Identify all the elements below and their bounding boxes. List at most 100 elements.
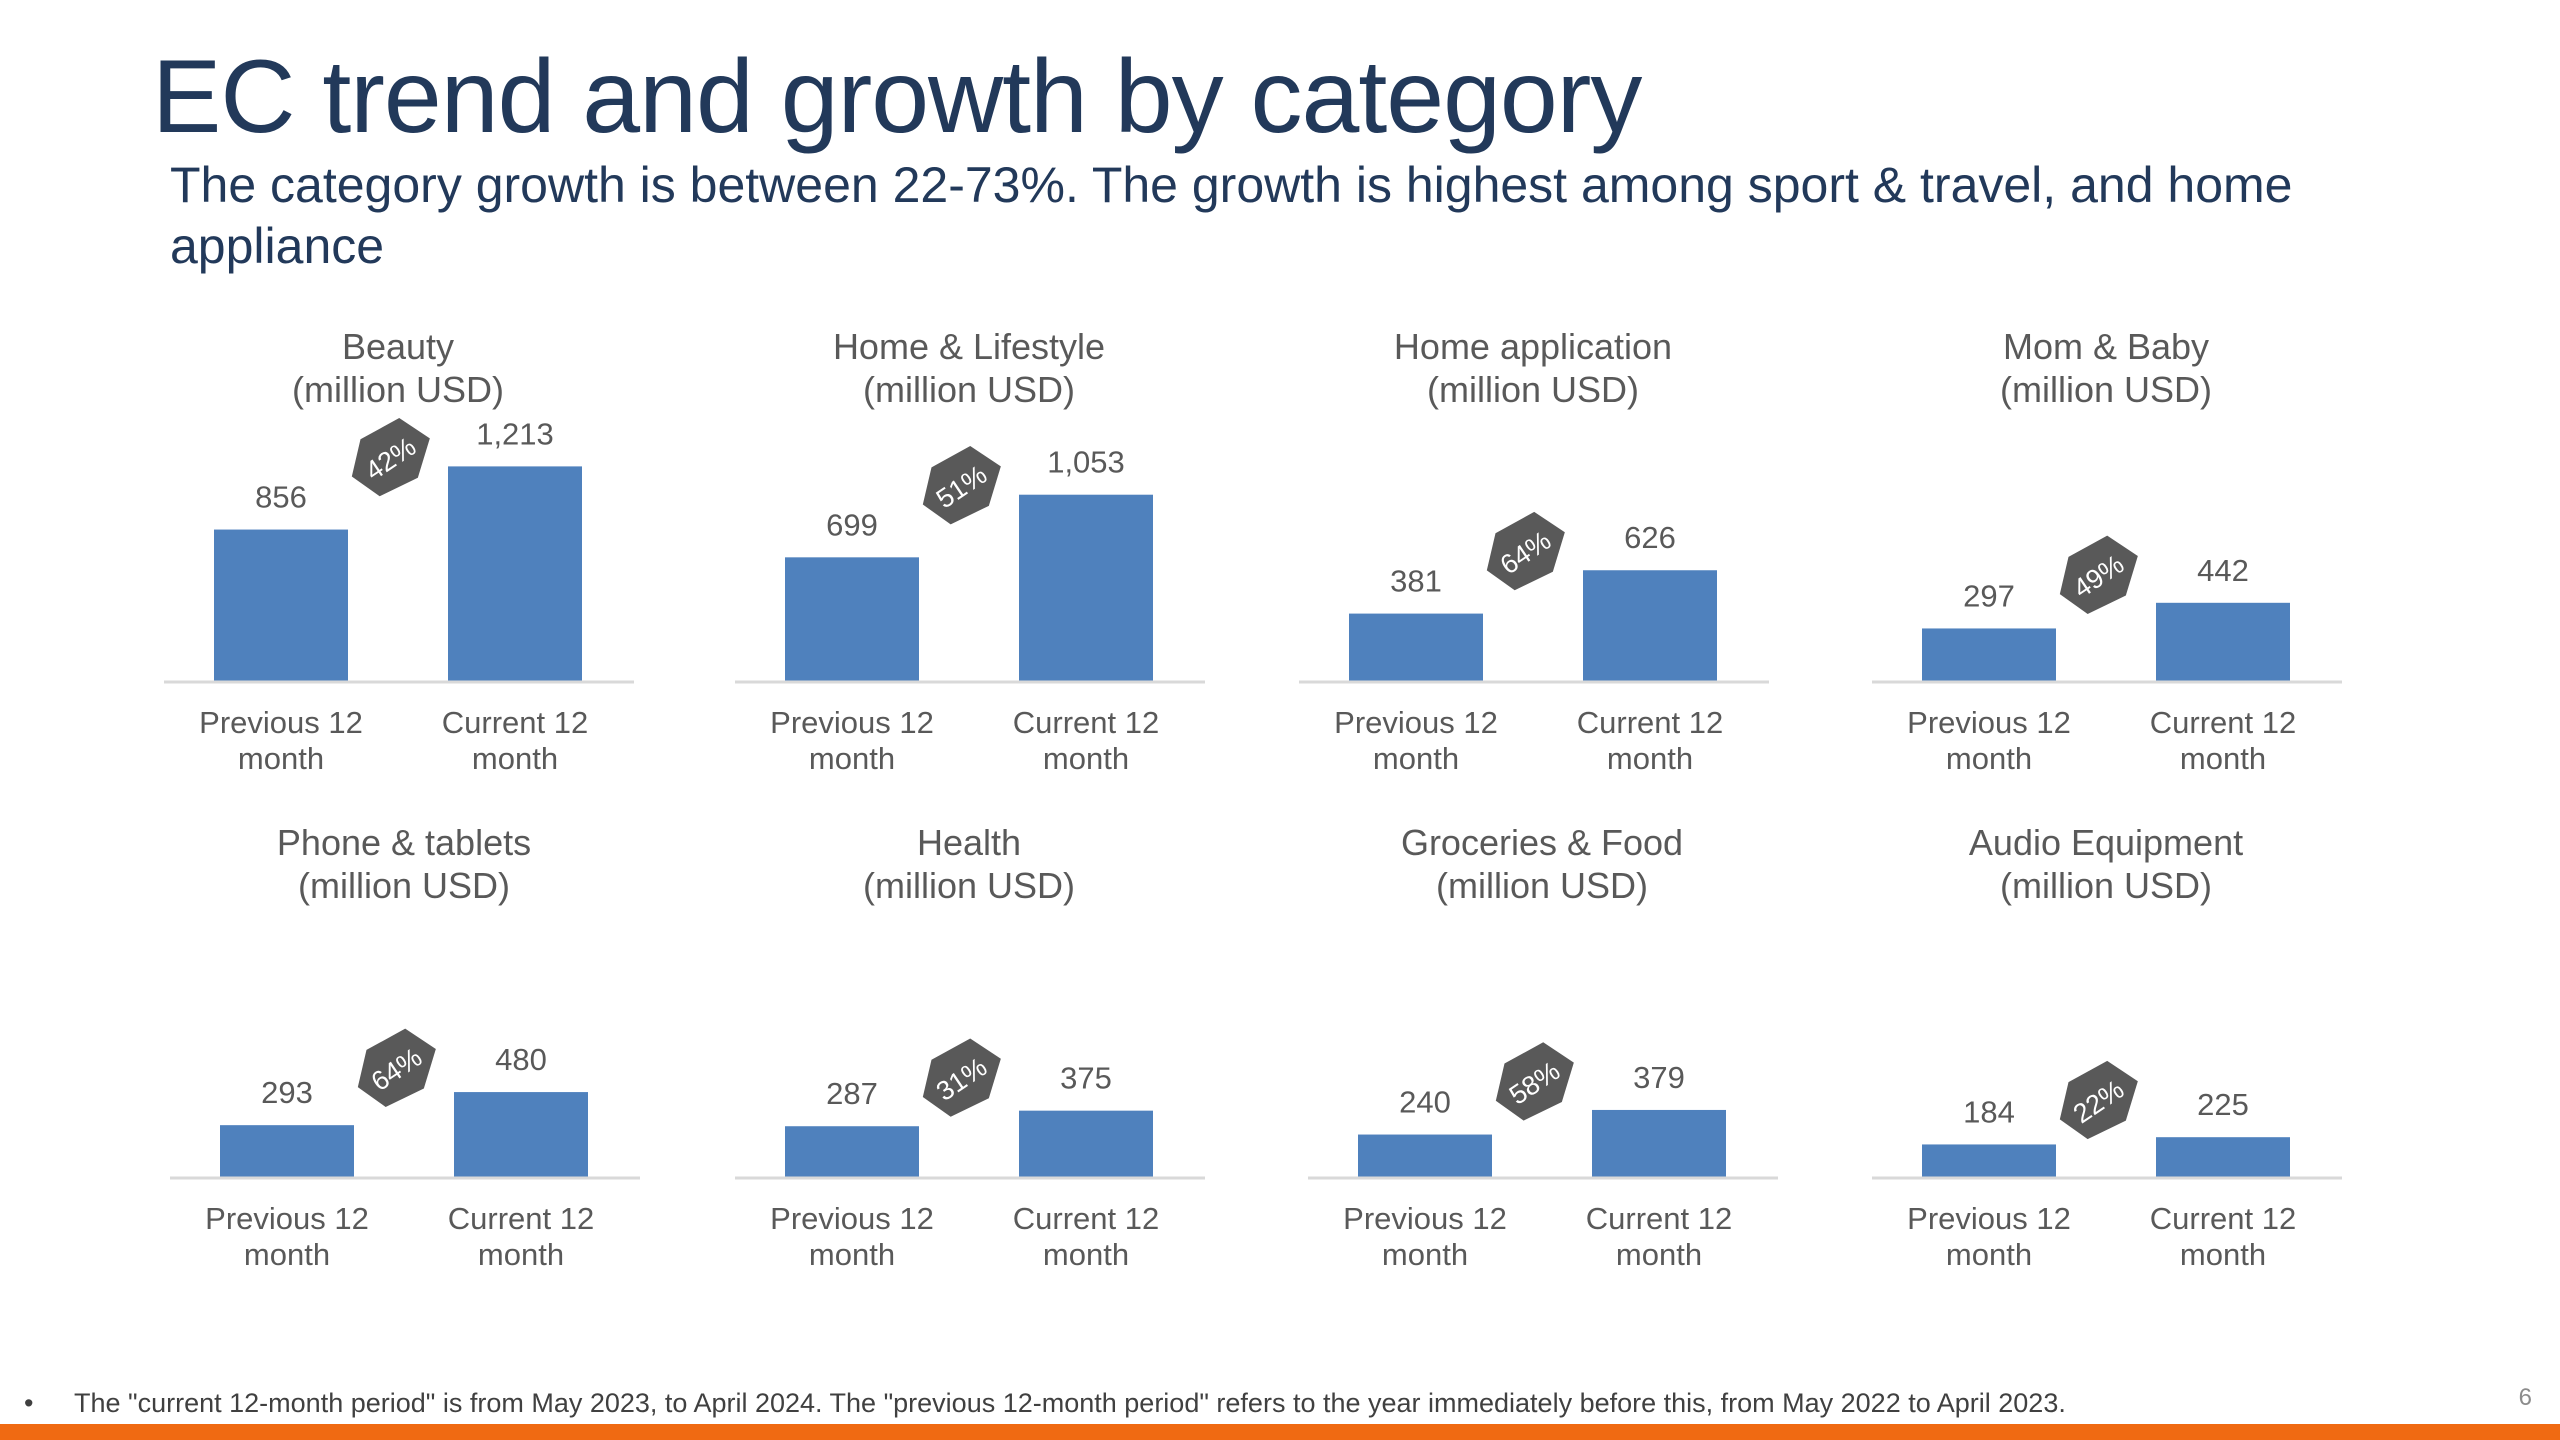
chart-title: Home & Lifestyle (million USD) — [729, 325, 1209, 411]
chart-title: Mom & Baby (million USD) — [1866, 325, 2346, 411]
growth-badge-shape — [922, 446, 1001, 525]
footnote-bullet: • — [24, 1388, 34, 1418]
bar-chart: 297 Previous 12 month 442 Current 12 month 49% — [1872, 535, 2342, 776]
bar-chart: 699 Previous 12 month 1,053 Current 12 month 5… — [735, 445, 1205, 776]
chart-title: Audio Equipment (million USD) — [1866, 821, 2346, 907]
growth-badge: 49% — [2059, 535, 2138, 614]
chart-panel-home-application: Home application (million USD) 381 Previo… — [1293, 325, 1773, 805]
growth-badge: 64% — [357, 1028, 436, 1107]
chart-title-category: Beauty — [341, 326, 455, 367]
bar — [1592, 1109, 1726, 1177]
bar — [1358, 1134, 1492, 1177]
growth-badge: 51% — [922, 446, 1001, 525]
chart-title-category: Home application — [1393, 326, 1673, 367]
chart-title-category: Home & Lifestyle — [832, 326, 1106, 367]
growth-badge-shape — [2059, 1060, 2138, 1140]
bar — [1019, 1110, 1153, 1177]
x-tick-label: Previous 12 month — [1907, 705, 2071, 776]
chart-title: Home application (million USD) — [1293, 325, 1773, 411]
bar — [1583, 570, 1717, 681]
x-tick-label: Previous 12 month — [770, 1201, 934, 1272]
chart-panel-mom-baby: Mom & Baby (million USD) 297 Previous 12 m… — [1866, 325, 2346, 805]
bar — [1922, 628, 2056, 681]
page-title: EC trend and growth by category — [152, 39, 1642, 155]
x-tick-label: Previous 12 month — [770, 705, 934, 776]
growth-badge: 58% — [1495, 1042, 1574, 1121]
growth-badge-shape — [922, 1038, 1001, 1117]
growth-badge: 64% — [1486, 511, 1565, 591]
bar-value-label: 699 — [826, 507, 878, 542]
chart-panel-groceries-food: Groceries & Food (million USD) 240 Previo… — [1302, 821, 1782, 1301]
chart-panel-health: Health (million USD) 287 Previous 12 month… — [729, 821, 1209, 1301]
bar-chart: 287 Previous 12 month 375 Current 12 month 31% — [735, 1038, 1205, 1272]
bar — [1349, 613, 1483, 681]
bar-value-label: 184 — [1963, 1094, 2015, 1129]
page-number: 6 — [2518, 1384, 2532, 1411]
bar-value-label: 381 — [1390, 564, 1442, 599]
bar — [454, 1092, 588, 1177]
bar-value-label: 1,053 — [1047, 445, 1125, 480]
bar-value-label: 1,213 — [476, 416, 554, 451]
bar — [785, 557, 919, 681]
chart-title-category: Audio Equipment — [1968, 822, 2244, 863]
bar — [2156, 602, 2290, 681]
page-subtitle: The category growth is between 22-73%. T… — [170, 157, 2293, 274]
bar-value-label: 626 — [1624, 520, 1676, 555]
growth-badge-shape — [357, 1028, 436, 1107]
bar-value-label: 225 — [2197, 1087, 2249, 1122]
chart-panel-beauty: Beauty (million USD) 856 Previous 12 month… — [158, 325, 638, 805]
bar-value-label: 293 — [261, 1075, 313, 1110]
chart-title-category: Mom & Baby — [2002, 326, 2210, 367]
chart-title-category: Groceries & Food — [1400, 822, 1684, 863]
bar — [785, 1126, 919, 1177]
bottom-accent-bar — [0, 1424, 2560, 1440]
chart-title-category: Phone & tablets — [276, 822, 532, 863]
bar-chart: 240 Previous 12 month 379 Current 12 month 58% — [1308, 1042, 1778, 1272]
growth-badge-shape — [1495, 1042, 1574, 1121]
chart-panel-phone-tablets: Phone & tablets (million USD) 293 Previou… — [164, 821, 644, 1301]
bar — [220, 1125, 354, 1177]
x-tick-label: Current 12 month — [448, 1201, 594, 1272]
growth-badge: 31% — [922, 1038, 1001, 1117]
growth-badge: 22% — [2059, 1060, 2138, 1140]
bar-chart: 293 Previous 12 month 480 Current 12 month 64% — [170, 1028, 640, 1272]
chart-title-unit: (million USD) — [862, 369, 1075, 410]
bar-value-label: 240 — [1399, 1085, 1451, 1120]
x-tick-label: Previous 12 month — [205, 1201, 369, 1272]
bar-value-label: 442 — [2197, 553, 2249, 588]
x-tick-label: Current 12 month — [2150, 705, 2296, 776]
x-tick-label: Previous 12 month — [1343, 1201, 1507, 1272]
bar-value-label: 856 — [255, 480, 307, 515]
x-tick-label: Current 12 month — [1013, 705, 1159, 776]
growth-badge-shape — [2059, 535, 2138, 614]
chart-title-unit: (million USD) — [291, 369, 504, 410]
chart-title: Health (million USD) — [729, 821, 1209, 907]
bar — [448, 466, 582, 681]
chart-panel-audio-equipment: Audio Equipment (million USD) 184 Previou… — [1866, 821, 2346, 1301]
x-tick-label: Previous 12 month — [199, 705, 363, 776]
bar — [2156, 1137, 2290, 1177]
x-tick-label: Current 12 month — [442, 705, 588, 776]
bar — [1019, 494, 1153, 681]
bar-value-label: 375 — [1060, 1061, 1112, 1096]
growth-badge-shape — [1486, 511, 1565, 591]
bar-chart: 381 Previous 12 month 626 Current 12 month 64% — [1299, 511, 1769, 776]
chart-title: Phone & tablets (million USD) — [164, 821, 644, 907]
bar — [214, 529, 348, 681]
x-tick-label: Current 12 month — [1577, 705, 1723, 776]
x-tick-label: Current 12 month — [1586, 1201, 1732, 1272]
chart-title-category: Health — [916, 822, 1022, 863]
growth-badge-shape — [351, 417, 430, 497]
bar — [1922, 1144, 2056, 1177]
chart-title-unit: (million USD) — [1426, 369, 1639, 410]
chart-title-unit: (million USD) — [1435, 865, 1648, 906]
chart-title-unit: (million USD) — [1999, 865, 2212, 906]
growth-badge: 42% — [351, 417, 430, 497]
x-tick-label: Current 12 month — [1013, 1201, 1159, 1272]
x-tick-label: Previous 12 month — [1334, 705, 1498, 776]
chart-title: Groceries & Food (million USD) — [1302, 821, 1782, 907]
chart-title-unit: (million USD) — [862, 865, 1075, 906]
footnote-text: The "current 12-month period" is from Ma… — [74, 1388, 2066, 1418]
bar-chart: 856 Previous 12 month 1,213 Current 12 month 4… — [164, 416, 634, 776]
